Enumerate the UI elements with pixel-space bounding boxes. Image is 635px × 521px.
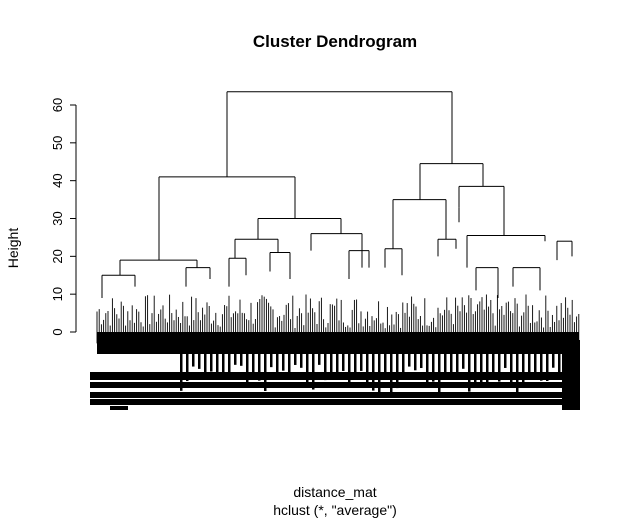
leaf-label-stroke xyxy=(282,354,285,371)
leaf-label-stroke xyxy=(438,354,441,393)
y-tick-label: 30 xyxy=(50,211,65,225)
leaf-label-stroke xyxy=(246,354,249,387)
leaf-label-stroke xyxy=(216,354,219,377)
leaf-label-stroke xyxy=(240,354,243,366)
leaf-label-stroke xyxy=(534,354,537,375)
leaf-label-stroke xyxy=(186,354,189,382)
leaf-label-stroke xyxy=(354,354,357,379)
leaf-label-stroke xyxy=(276,354,279,377)
method-sublabel: hclust (*, "average") xyxy=(273,502,397,518)
leaf-label-stroke xyxy=(558,354,561,376)
leaf-label-stroke xyxy=(204,354,207,379)
leaf-label-stroke xyxy=(348,354,351,386)
leaf-label-stroke xyxy=(480,354,483,388)
leaf-label-stroke xyxy=(258,354,261,381)
leaf-label-stroke xyxy=(426,354,429,386)
leaf-label-stroke xyxy=(492,354,495,373)
leaf-label-stroke xyxy=(504,354,507,368)
leaf-label-stroke xyxy=(450,354,453,375)
leaf-label-stroke xyxy=(192,354,195,367)
leaf-label-stroke xyxy=(378,354,381,393)
leaf-label-stroke xyxy=(288,354,291,376)
leaf-label-row xyxy=(110,406,128,410)
leaf-label-stroke xyxy=(324,354,327,381)
leaf-label-stroke xyxy=(210,354,213,372)
leaf-label-stroke xyxy=(234,354,237,365)
leaf-label-stroke xyxy=(444,354,447,373)
leaf-label-stroke xyxy=(384,354,387,376)
y-axis-label: Height xyxy=(5,228,21,269)
leaf-label-stroke xyxy=(270,354,273,368)
leaf-label-row xyxy=(90,392,580,398)
y-tick-label: 40 xyxy=(50,173,65,187)
chart-title: Cluster Dendrogram xyxy=(253,32,417,51)
leaf-label-stroke xyxy=(462,354,465,369)
leaf-label-stroke xyxy=(342,354,345,371)
dendrogram-tree xyxy=(96,91,580,344)
leaf-label-stroke xyxy=(402,354,405,377)
leaf-label-stroke xyxy=(222,354,225,380)
leaf-label-stroke xyxy=(516,354,519,393)
leaf-label-band xyxy=(97,332,579,354)
leaf-label-stroke xyxy=(498,354,501,382)
leaf-label-stroke xyxy=(552,354,555,368)
leaf-label-stroke xyxy=(294,354,297,365)
leaf-label-stroke xyxy=(522,354,525,383)
leaf-label-stroke xyxy=(456,354,459,374)
leaf-label-stroke xyxy=(408,354,411,367)
y-tick-label: 50 xyxy=(50,136,65,150)
y-tick-label: 0 xyxy=(50,328,65,335)
leaf-label-stroke xyxy=(528,354,531,375)
leaf-label-stroke xyxy=(390,354,393,393)
leaf-label-stroke xyxy=(300,354,303,368)
leaf-label-stroke xyxy=(180,354,183,391)
leaf-label-stroke xyxy=(366,354,369,383)
leaf-label-block xyxy=(90,332,580,410)
leaf-label-stroke xyxy=(414,354,417,371)
y-tick-label: 10 xyxy=(50,287,65,301)
leaf-label-column xyxy=(562,340,580,410)
leaf-label-stroke xyxy=(432,354,435,382)
leaf-label-stroke xyxy=(264,354,267,392)
y-axis: 0 10 20 30 40 50 60 xyxy=(50,98,77,336)
y-tick-label: 20 xyxy=(50,249,65,263)
leaf-label-stroke xyxy=(318,354,321,365)
leaf-label-stroke xyxy=(546,354,549,382)
leaf-label-stroke xyxy=(252,354,255,378)
leaf-label-stroke xyxy=(486,354,489,386)
leaf-label-stroke xyxy=(312,354,315,390)
leaf-label-stroke xyxy=(330,354,333,373)
leaf-label-stroke xyxy=(474,354,477,383)
x-axis-label: distance_mat xyxy=(293,484,376,500)
leaf-label-stroke xyxy=(372,354,375,391)
leaf-label-stroke xyxy=(396,354,399,389)
leaf-label-stroke xyxy=(336,354,339,375)
leaf-label-stroke xyxy=(420,354,423,369)
leaf-label-row xyxy=(90,399,580,405)
leaf-label-row xyxy=(90,382,580,388)
leaf-label-stroke xyxy=(306,354,309,386)
leaf-label-stroke xyxy=(360,354,363,371)
leaf-label-stroke xyxy=(540,354,543,381)
y-tick-label: 60 xyxy=(50,98,65,112)
leaf-label-row xyxy=(90,372,580,380)
leaf-label-stroke xyxy=(228,354,231,374)
leaf-label-stroke xyxy=(468,354,471,392)
leaf-label-stroke xyxy=(198,354,201,369)
leaf-label-stroke xyxy=(510,354,513,386)
